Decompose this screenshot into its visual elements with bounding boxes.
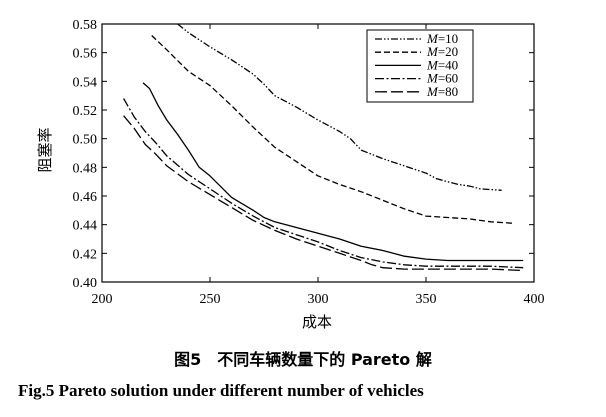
x-tick-label: 350: [416, 292, 437, 307]
y-tick-label: 0.46: [73, 190, 98, 205]
x-tick-label: 250: [200, 292, 221, 307]
y-tick-label: 0.58: [73, 18, 98, 33]
legend-label-1: M=10: [426, 31, 458, 46]
x-tick-label: 400: [524, 292, 545, 307]
legend-label-5: M=80: [426, 84, 458, 99]
figure-caption-english: Fig.5 Pareto solution under different nu…: [18, 381, 424, 400]
y-tick-label: 0.40: [73, 276, 98, 291]
y-tick-label: 0.52: [73, 104, 98, 119]
series-line-2: [151, 35, 513, 224]
y-tick-label: 0.44: [73, 219, 98, 234]
legend: M=10M=20M=40M=60M=80: [366, 29, 474, 103]
y-axis: 0.40 0.42 0.44 0.46 0.48 0.50 0.52 0.54 0.56 0.58: [73, 18, 534, 291]
y-axis-title: 阻塞率: [36, 127, 54, 172]
y-tick-label: 0.54: [73, 75, 98, 90]
x-axis: 200 250 300 350 400: [92, 24, 545, 307]
series-line-1: [177, 23, 502, 191]
legend-label-4: M=60: [426, 71, 458, 86]
figure-caption-chinese: 图5 不同车辆数量下的 Pareto 解: [174, 350, 432, 369]
x-tick-label: 300: [308, 292, 329, 307]
series-line-4: [123, 98, 524, 269]
series-line-3: [142, 82, 524, 262]
y-tick-label: 0.56: [73, 47, 98, 62]
legend-label-3: M=40: [426, 57, 458, 72]
series-lines: [123, 23, 524, 272]
x-tick-label: 200: [92, 292, 113, 307]
y-tick-label: 0.48: [73, 161, 98, 176]
x-axis-title: 成本: [302, 314, 332, 331]
y-tick-label: 0.50: [73, 133, 98, 148]
legend-label-2: M=20: [426, 44, 458, 59]
series-line-5: [123, 115, 524, 272]
y-tick-label: 0.42: [73, 247, 98, 262]
